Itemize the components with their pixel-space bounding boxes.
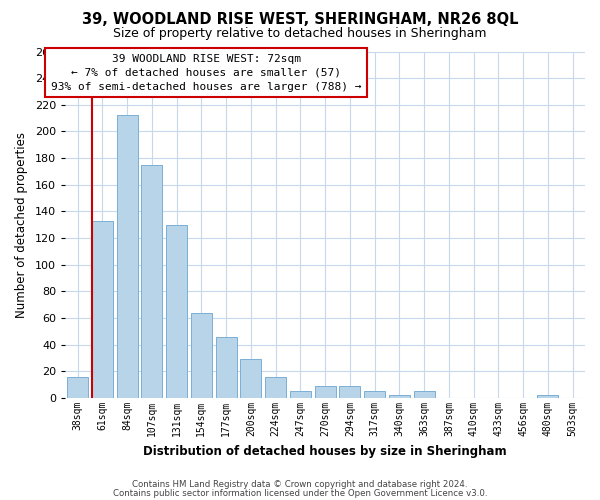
Bar bbox=[142, 165, 163, 398]
Bar bbox=[265, 377, 286, 398]
Text: Contains public sector information licensed under the Open Government Licence v3: Contains public sector information licen… bbox=[113, 488, 487, 498]
Bar bbox=[340, 386, 361, 398]
Text: 39, WOODLAND RISE WEST, SHERINGHAM, NR26 8QL: 39, WOODLAND RISE WEST, SHERINGHAM, NR26… bbox=[82, 12, 518, 28]
Bar bbox=[538, 396, 559, 398]
Bar bbox=[241, 360, 262, 398]
Bar bbox=[314, 386, 335, 398]
Bar bbox=[290, 392, 311, 398]
Bar bbox=[389, 396, 410, 398]
Bar bbox=[92, 221, 113, 398]
Bar bbox=[166, 225, 187, 398]
Bar bbox=[191, 313, 212, 398]
Bar bbox=[364, 392, 385, 398]
Text: 39 WOODLAND RISE WEST: 72sqm
← 7% of detached houses are smaller (57)
93% of sem: 39 WOODLAND RISE WEST: 72sqm ← 7% of det… bbox=[51, 54, 362, 92]
Text: Size of property relative to detached houses in Sheringham: Size of property relative to detached ho… bbox=[113, 28, 487, 40]
Bar bbox=[413, 392, 434, 398]
Y-axis label: Number of detached properties: Number of detached properties bbox=[15, 132, 28, 318]
X-axis label: Distribution of detached houses by size in Sheringham: Distribution of detached houses by size … bbox=[143, 444, 507, 458]
Bar bbox=[67, 377, 88, 398]
Text: Contains HM Land Registry data © Crown copyright and database right 2024.: Contains HM Land Registry data © Crown c… bbox=[132, 480, 468, 489]
Bar bbox=[116, 116, 137, 398]
Bar bbox=[215, 337, 236, 398]
